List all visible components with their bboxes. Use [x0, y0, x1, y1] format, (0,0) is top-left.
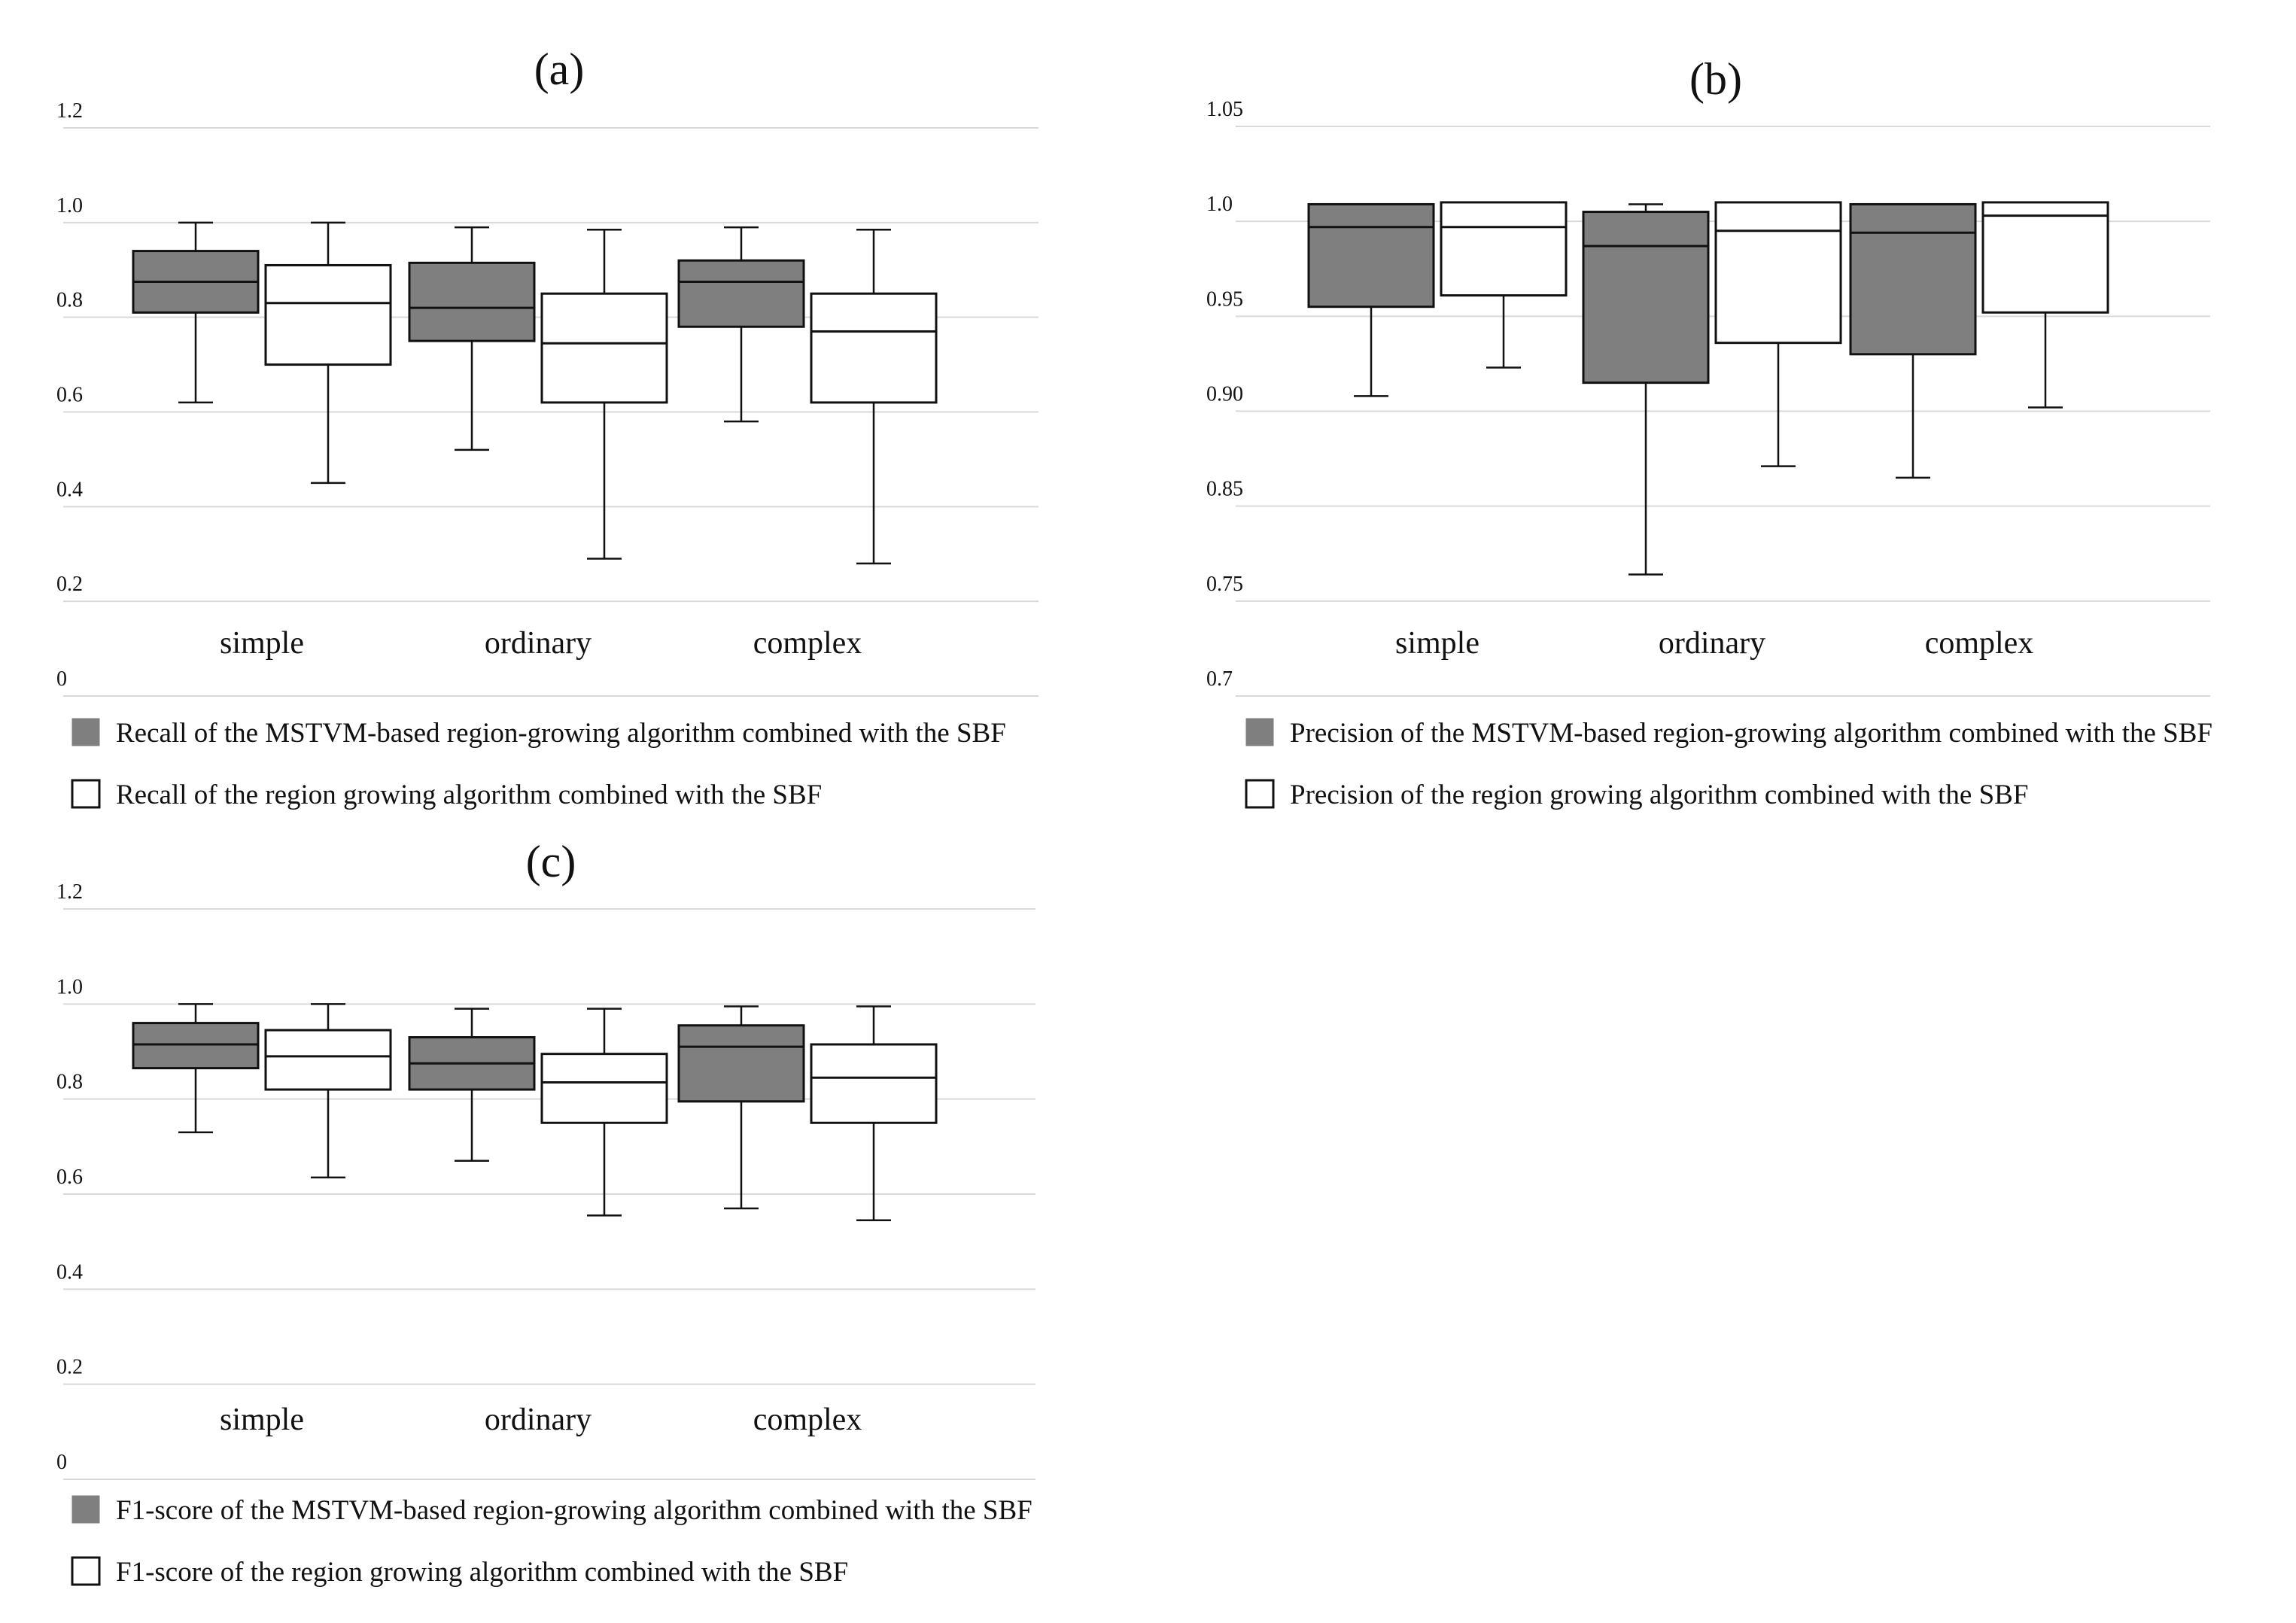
box-body — [1714, 201, 1842, 345]
box-7f7f7f-complex — [677, 226, 805, 423]
y-tick-label: 0 — [56, 1451, 67, 1474]
y-tick-label: 1.0 — [56, 194, 83, 217]
box-ffffff-ordinary — [540, 229, 668, 560]
box-body — [677, 259, 805, 328]
y-tick-label: 0.6 — [56, 384, 83, 407]
y-tick-label: 1.0 — [56, 975, 83, 998]
y-tick-label: 1.2 — [56, 99, 83, 123]
box-7f7f7f-ordinary — [1582, 203, 1710, 576]
chart-title: (a) — [534, 44, 585, 94]
chart-panel-2: (c) 0 0.2 0.4 0.6 0.8 1.0 1.2 simple ordinary comp… — [56, 837, 1035, 1588]
legend-swatch — [71, 1495, 100, 1524]
box-body — [1981, 201, 2109, 314]
box-7f7f7f-simple — [132, 1003, 260, 1134]
box-body — [1582, 211, 1710, 384]
legend-label: F1-score of the region growing algorithm… — [116, 1557, 848, 1588]
box-ffffff-complex — [810, 229, 938, 565]
box-ffffff-simple — [264, 1003, 392, 1179]
legend-swatch — [71, 779, 101, 809]
chart-title: (b) — [1689, 54, 1742, 104]
box-body — [408, 261, 536, 342]
box-ffffff-complex — [810, 1005, 938, 1221]
box-7f7f7f-ordinary — [408, 1008, 536, 1163]
box-7f7f7f-simple — [1307, 202, 1435, 397]
x-category-label: complex — [753, 1403, 862, 1437]
box-body — [1849, 202, 1977, 356]
box-ffffff-simple — [1440, 201, 1568, 369]
y-tick-label: 1.0 — [1206, 193, 1233, 216]
y-tick-label: 1.05 — [1206, 98, 1243, 121]
x-category-label: simple — [220, 626, 304, 661]
legend-label: Precision of the region growing algorith… — [1290, 780, 2028, 810]
legend-swatch — [1245, 779, 1275, 809]
box-body — [810, 292, 938, 404]
box-ffffff-complex — [1981, 201, 2109, 409]
y-tick-label: 0.7 — [1206, 667, 1233, 691]
x-category-label: complex — [753, 626, 862, 661]
y-tick-label: 0.6 — [56, 1166, 83, 1189]
y-tick-label: 0.90 — [1206, 383, 1243, 406]
box-ffffff-ordinary — [1714, 201, 1842, 467]
legend-swatch — [71, 718, 100, 746]
legend-label: Recall of the MSTVM-based region-growing… — [116, 718, 1006, 749]
legend-label: Recall of the region growing algorithm c… — [116, 780, 822, 810]
box-body — [1307, 202, 1435, 308]
x-category-label: complex — [1925, 626, 2034, 661]
chart-panel-0: (a) 0 0.2 0.4 0.6 0.8 1.0 1.2 simple ordinary comp… — [56, 44, 1039, 810]
box-7f7f7f-ordinary — [408, 226, 536, 451]
box-7f7f7f-complex — [1849, 202, 1977, 479]
box-body — [810, 1043, 938, 1124]
legend-swatch — [1245, 718, 1274, 746]
y-tick-label: 0.2 — [56, 573, 83, 596]
chart-panel-1: (b) 0.7 0.75 0.85 0.90 0.95 1.0 1.05 simple ordin… — [1206, 54, 2212, 810]
box-ffffff-ordinary — [540, 1008, 668, 1217]
legend-label: Precision of the MSTVM-based region-grow… — [1290, 718, 2212, 749]
x-category-label: simple — [220, 1403, 304, 1437]
legend-label: F1-score of the MSTVM-based region-growi… — [116, 1495, 1032, 1526]
x-category-label: ordinary — [1659, 626, 1765, 661]
y-tick-label: 0.95 — [1206, 287, 1243, 311]
box-body — [1440, 201, 1568, 297]
x-category-label: ordinary — [485, 626, 591, 661]
box-body — [264, 1029, 392, 1091]
chart-title: (c) — [526, 837, 576, 886]
box-body — [132, 1022, 260, 1070]
box-7f7f7f-simple — [132, 221, 260, 404]
box-body — [540, 292, 668, 404]
box-body — [540, 1053, 668, 1124]
y-tick-label: 1.2 — [56, 880, 83, 904]
y-tick-label: 0.75 — [1206, 573, 1243, 596]
y-tick-label: 0 — [56, 667, 67, 691]
box-body — [677, 1024, 805, 1103]
y-tick-label: 0.8 — [56, 289, 83, 312]
y-tick-label: 0.4 — [56, 1260, 83, 1284]
legend-swatch — [71, 1556, 101, 1586]
y-tick-label: 0.4 — [56, 478, 83, 501]
y-tick-label: 0.85 — [1206, 478, 1243, 501]
y-tick-label: 0.2 — [56, 1356, 83, 1379]
x-category-label: simple — [1395, 626, 1479, 661]
y-tick-label: 0.8 — [56, 1071, 83, 1094]
x-category-label: ordinary — [485, 1403, 591, 1437]
box-7f7f7f-complex — [677, 1005, 805, 1210]
box-body — [264, 263, 392, 366]
box-ffffff-simple — [264, 221, 392, 485]
